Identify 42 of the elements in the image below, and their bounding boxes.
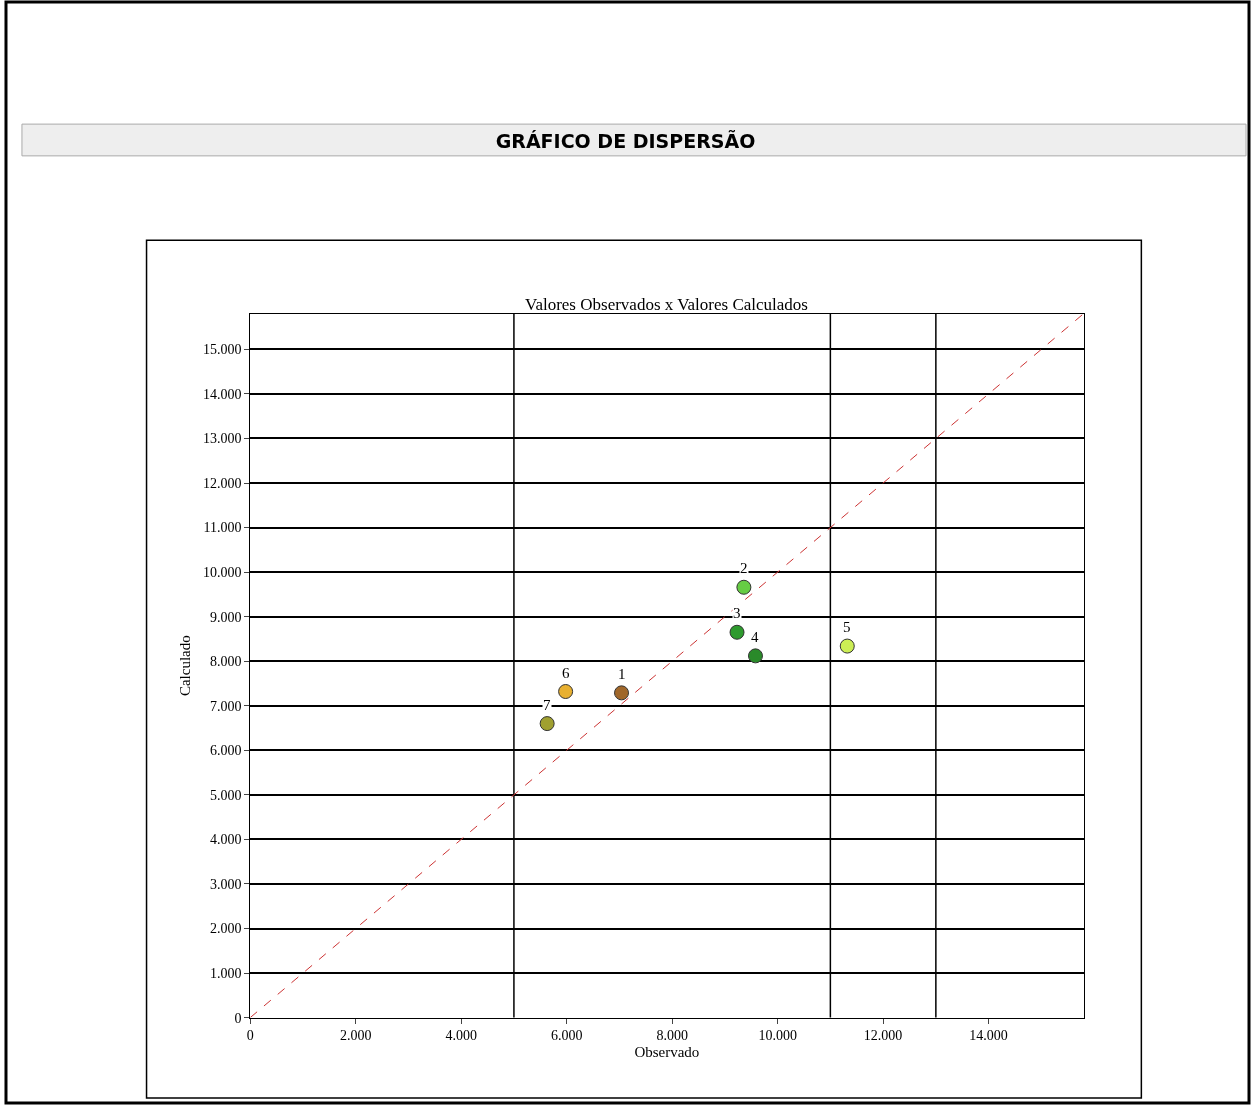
y-tick-label: 9.000 bbox=[209, 609, 242, 625]
point bbox=[539, 716, 555, 732]
y-tick-label: 12.000 bbox=[202, 475, 242, 491]
point bbox=[729, 624, 745, 640]
x-tick-label: 14.000 bbox=[969, 1028, 1008, 1044]
chart-title: GRÁFICO DE DISPERSÃO bbox=[495, 128, 756, 152]
point bbox=[736, 579, 752, 595]
chart-subtitle: Valores Observados x Valores Calculados bbox=[525, 295, 808, 314]
annotation: 3 bbox=[733, 605, 741, 621]
y-tick-label: 15.000 bbox=[202, 342, 242, 358]
y-tick-label: 2.000 bbox=[209, 921, 242, 937]
annotation: 2 bbox=[740, 560, 748, 576]
annotation: 4 bbox=[751, 629, 759, 645]
y-tick-label: 10.000 bbox=[202, 565, 242, 581]
y-tick-label: 14.000 bbox=[202, 386, 242, 402]
annotation: 7 bbox=[543, 697, 551, 713]
y-tick-label: 11.000 bbox=[203, 520, 242, 536]
x-tick-label: 10.000 bbox=[758, 1028, 797, 1044]
x-tick-label: 12.000 bbox=[863, 1028, 903, 1044]
y-tick-label: 7.000 bbox=[209, 698, 242, 714]
point bbox=[839, 638, 855, 654]
y-tick-label: 6.000 bbox=[209, 743, 242, 759]
point bbox=[747, 648, 763, 664]
x-tick-label: 4.000 bbox=[445, 1028, 477, 1044]
y-tick-label: 13.000 bbox=[202, 431, 242, 447]
x-tick-label: 8.000 bbox=[656, 1028, 688, 1044]
y-tick-label: 5.000 bbox=[209, 787, 242, 803]
y-tick-label: 0 bbox=[234, 1010, 242, 1026]
y-tick-label: 8.000 bbox=[209, 654, 242, 670]
y-tick-label: 3.000 bbox=[209, 876, 242, 892]
point bbox=[558, 684, 574, 700]
y-tick-label: 1.000 bbox=[209, 965, 242, 981]
x-tick-label: 2.000 bbox=[339, 1028, 372, 1044]
y-tick-label: 4.000 bbox=[209, 832, 242, 848]
x-tick-label: 6.000 bbox=[550, 1028, 583, 1044]
point bbox=[614, 685, 630, 701]
annotation: 6 bbox=[562, 665, 570, 681]
x-tick-label: 0 bbox=[246, 1028, 254, 1044]
annotation: 1 bbox=[618, 666, 626, 682]
y-axis-title: Calculado bbox=[177, 635, 194, 697]
annotation: 5 bbox=[843, 619, 851, 635]
x-axis-title: Observado bbox=[634, 1044, 700, 1061]
